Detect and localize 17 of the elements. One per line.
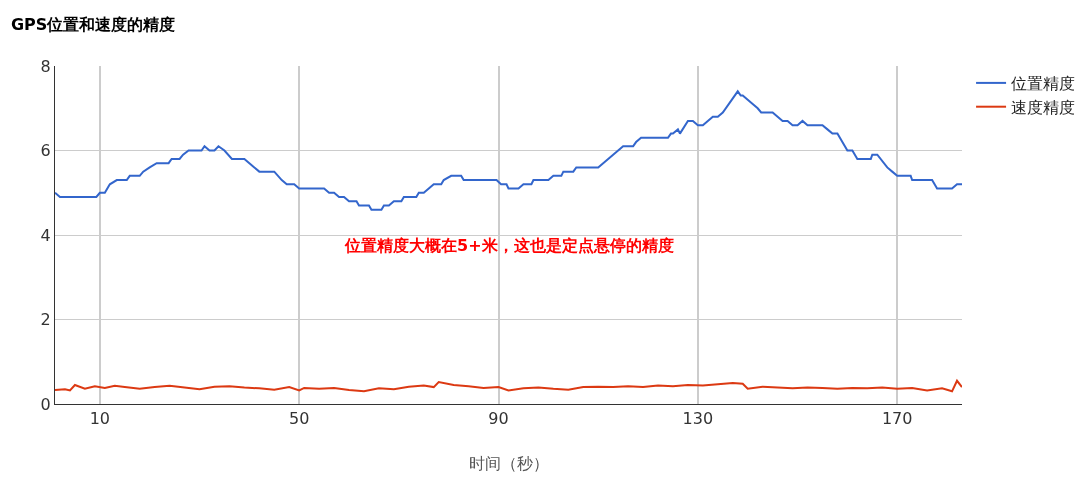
line-series (55, 379, 962, 393)
y-tick-label: 4 (40, 225, 51, 245)
x-tick-label: 170 (881, 409, 913, 429)
x-axis-title: 时间（秒） (468, 453, 549, 473)
y-tick-label: 8 (40, 56, 51, 76)
y-tick-label: 6 (40, 141, 51, 161)
legend-label: 速度精度 (1011, 97, 1076, 117)
legend-label: 位置精度 (1011, 74, 1076, 94)
x-tick-label: 10 (89, 409, 111, 429)
y-tick-label: 0 (40, 394, 51, 414)
chart-title: GPS位置和速度的精度 (10, 15, 176, 35)
annotation: 位置精度大概在5+米，这也是定点悬停的精度 (344, 236, 674, 255)
x-tick-label: 130 (682, 409, 714, 429)
line-series (55, 90, 962, 211)
x-tick-label: 50 (289, 409, 310, 429)
x-tick-label: 90 (488, 409, 509, 429)
y-tick-label: 2 (40, 310, 51, 330)
